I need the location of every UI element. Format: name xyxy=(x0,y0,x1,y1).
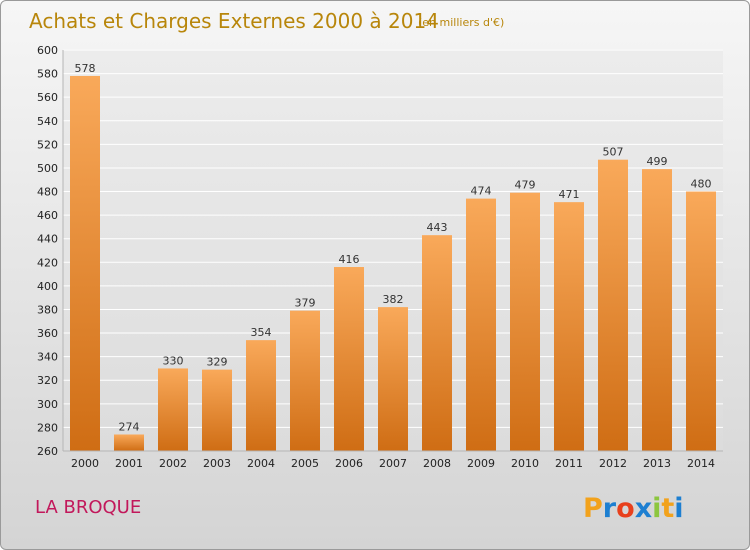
value-label: 274 xyxy=(119,420,140,433)
bar-2012 xyxy=(598,159,628,451)
y-tick-label: 260 xyxy=(37,445,58,458)
y-tick-label: 400 xyxy=(37,280,58,293)
bar-2005 xyxy=(290,310,320,451)
value-label: 416 xyxy=(339,253,360,266)
value-label: 480 xyxy=(691,178,712,191)
x-tick-label: 2006 xyxy=(335,457,363,470)
x-tick-label: 2007 xyxy=(379,457,407,470)
x-tick-label: 2005 xyxy=(291,457,319,470)
bar-2008 xyxy=(422,235,452,451)
value-label: 379 xyxy=(295,297,316,310)
value-label: 443 xyxy=(427,221,448,234)
bar-2004 xyxy=(246,340,276,451)
x-tick-label: 2004 xyxy=(247,457,275,470)
x-tick-label: 2001 xyxy=(115,457,143,470)
bar-2007 xyxy=(378,307,408,451)
x-tick-label: 2014 xyxy=(687,457,715,470)
y-tick-label: 580 xyxy=(37,68,58,81)
y-axis: 260 280 300 320 340 360 380 400 420 440 460 480 500 5… xyxy=(37,44,64,458)
y-tick-label: 480 xyxy=(37,186,58,199)
bar-2003 xyxy=(202,369,232,451)
value-label: 479 xyxy=(515,179,536,192)
proxiti-logo: Proxiti xyxy=(583,493,684,524)
bar-2010 xyxy=(510,192,540,452)
x-tick-label: 2009 xyxy=(467,457,495,470)
bar-2006 xyxy=(334,267,364,451)
value-label: 382 xyxy=(383,293,404,306)
chart-subtitle: (en milliers d'€) xyxy=(418,16,504,29)
y-tick-label: 340 xyxy=(37,351,58,364)
y-tick-label: 380 xyxy=(37,303,58,316)
y-tick-label: 460 xyxy=(37,209,58,222)
value-label: 578 xyxy=(75,62,96,75)
x-tick-label: 2008 xyxy=(423,457,451,470)
y-tick-label: 600 xyxy=(37,44,58,57)
x-axis: 2000 2001 2002 2003 2004 2005 2006 2007 2008 2009… xyxy=(63,450,723,470)
bar-2009 xyxy=(466,198,496,451)
x-tick-label: 2013 xyxy=(643,457,671,470)
bar-2001 xyxy=(114,434,144,451)
value-label: 354 xyxy=(251,326,272,339)
chart-title: Achats et Charges Externes 2000 à 2014 xyxy=(29,9,439,33)
value-label: 499 xyxy=(647,155,668,168)
x-tick-label: 2011 xyxy=(555,457,583,470)
y-tick-label: 300 xyxy=(37,398,58,411)
value-label: 507 xyxy=(603,146,624,159)
y-tick-label: 560 xyxy=(37,91,58,104)
commune-name: LA BROQUE xyxy=(35,497,141,518)
x-tick-label: 2010 xyxy=(511,457,539,470)
bar-2013 xyxy=(642,169,672,451)
y-tick-label: 360 xyxy=(37,327,58,340)
y-tick-label: 520 xyxy=(37,138,58,151)
value-label: 471 xyxy=(559,188,580,201)
bars: 578 274 330 329 354 379 416 382 443 474 479 471 507 4… xyxy=(70,62,716,452)
y-tick-label: 500 xyxy=(37,162,58,175)
x-tick-label: 2012 xyxy=(599,457,627,470)
bar-2000 xyxy=(70,75,100,452)
value-label: 330 xyxy=(163,354,184,367)
value-label: 329 xyxy=(207,356,228,369)
x-tick-label: 2003 xyxy=(203,457,231,470)
bar-2002 xyxy=(158,368,188,451)
y-tick-label: 440 xyxy=(37,233,58,246)
x-tick-label: 2000 xyxy=(71,457,99,470)
y-tick-label: 320 xyxy=(37,374,58,387)
bar-2014 xyxy=(686,191,716,451)
bar-2011 xyxy=(554,202,584,451)
y-tick-label: 540 xyxy=(37,115,58,128)
y-tick-label: 280 xyxy=(37,421,58,434)
value-label: 474 xyxy=(471,185,492,198)
x-tick-label: 2002 xyxy=(159,457,187,470)
y-tick-label: 420 xyxy=(37,256,58,269)
